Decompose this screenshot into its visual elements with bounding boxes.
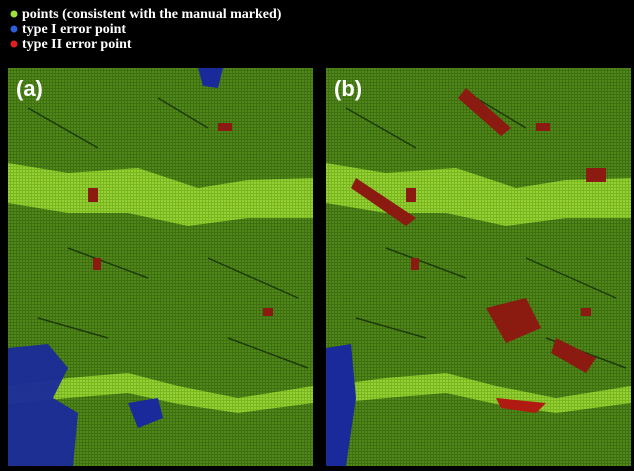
- legend-label: type I error point: [22, 22, 126, 37]
- legend-dot: [11, 41, 18, 48]
- legend-dot: [11, 26, 18, 33]
- panel-label: (a): [16, 76, 43, 101]
- panel-label: (b): [334, 76, 362, 101]
- legend-label: type II error point: [22, 37, 132, 52]
- figure: points (consistent with the manual marke…: [0, 0, 634, 471]
- legend-label: points (consistent with the manual marke…: [22, 7, 282, 22]
- panel-a: (a): [8, 68, 313, 466]
- legend: points (consistent with the manual marke…: [11, 7, 282, 52]
- type2-region: [586, 168, 606, 182]
- legend-dot: [11, 11, 18, 18]
- panel-b: (b): [326, 68, 631, 466]
- point-cloud: [326, 68, 631, 466]
